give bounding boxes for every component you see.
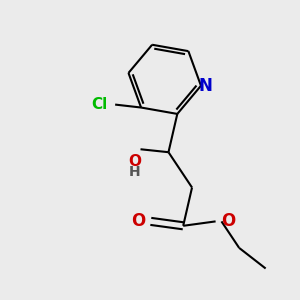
Text: Cl: Cl bbox=[91, 97, 107, 112]
Text: O: O bbox=[131, 212, 145, 230]
Text: N: N bbox=[198, 77, 212, 95]
Text: H: H bbox=[129, 165, 140, 179]
Text: O: O bbox=[128, 154, 141, 169]
Text: O: O bbox=[221, 212, 236, 230]
